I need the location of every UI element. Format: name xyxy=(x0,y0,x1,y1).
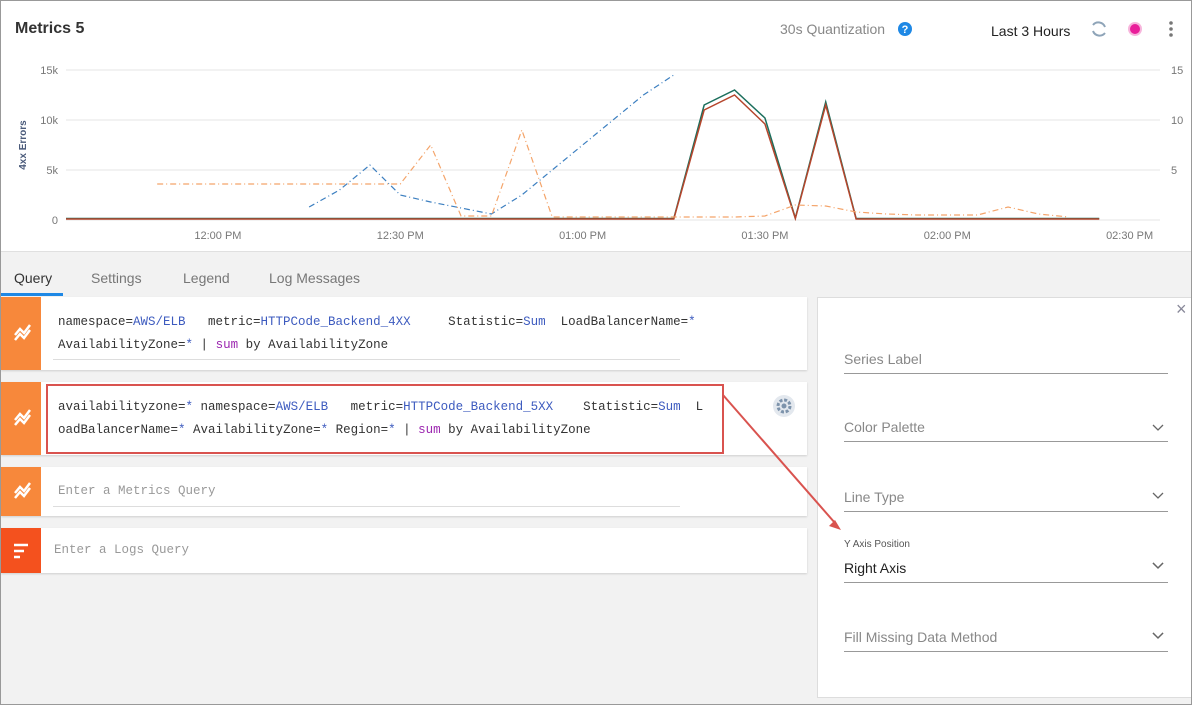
y-tick-label: 15k xyxy=(40,65,58,77)
query-line: AvailabilityZone=* | sum by Availability… xyxy=(58,338,389,352)
tab[interactable]: Query xyxy=(14,270,53,286)
x-tick-label: 02:00 PM xyxy=(924,230,971,242)
y-tick-label: 10k xyxy=(40,115,58,127)
x-tick-label: 01:00 PM xyxy=(559,230,606,242)
close-button[interactable]: × xyxy=(1176,299,1187,319)
tab[interactable]: Legend xyxy=(183,270,230,286)
query-row[interactable]: namespace=AWS/ELB metric=HTTPCode_Backen… xyxy=(1,297,807,370)
highlight-box xyxy=(46,384,724,454)
quantization[interactable]: 30s Quantization xyxy=(780,21,886,37)
live-icon[interactable] xyxy=(1128,22,1142,36)
query-row[interactable]: Enter a Logs Query xyxy=(1,528,807,573)
query-line: namespace=AWS/ELB metric=HTTPCode_Backen… xyxy=(58,315,696,329)
series-line xyxy=(66,89,1100,221)
help-glyph: ? xyxy=(902,24,909,36)
series-line xyxy=(308,74,675,215)
series-settings-panel xyxy=(817,297,1191,698)
x-tick-label: 12:30 PM xyxy=(377,230,424,242)
x-tick-label: 12:00 PM xyxy=(194,230,241,242)
help-icon[interactable] xyxy=(898,22,912,36)
gear-icon[interactable] xyxy=(771,394,797,420)
menu-icon[interactable] xyxy=(1169,21,1173,37)
y-tick-label: 0 xyxy=(52,215,58,227)
color-palette-select[interactable]: Color Palette xyxy=(844,419,1168,442)
query-row[interactable]: availabilityzone=* namespace=AWS/ELB met… xyxy=(1,382,807,455)
y2-tick-label: 5 xyxy=(1171,165,1177,177)
refresh-icon[interactable] xyxy=(1092,21,1106,37)
series-line xyxy=(66,94,1100,222)
chart-panel xyxy=(1,1,1191,252)
underline xyxy=(53,506,680,507)
query-placeholder: Enter a Metrics Query xyxy=(58,484,216,498)
tab-indicator xyxy=(1,293,63,296)
y2-tick-label: 15 xyxy=(1171,65,1183,77)
panel-title: Metrics 5 xyxy=(15,20,85,37)
query-line: availabilityzone=* namespace=AWS/ELB met… xyxy=(58,400,704,414)
overlay xyxy=(722,394,1164,639)
tab[interactable]: Settings xyxy=(91,270,142,286)
time-range[interactable]: Last 3 Hours xyxy=(991,23,1071,39)
series-label-input[interactable]: Series Label xyxy=(844,351,1168,374)
fill-missing-select[interactable]: Fill Missing Data Method xyxy=(844,629,1168,652)
series-line xyxy=(157,128,1069,218)
y-axis-label: 4xx Errors xyxy=(18,120,29,170)
row-icons xyxy=(14,324,31,559)
field-label: Y Axis Position xyxy=(844,539,910,550)
y-tick-label: 5k xyxy=(46,165,58,177)
query-row[interactable]: Enter a Metrics Query xyxy=(1,467,807,516)
tab[interactable]: Log Messages xyxy=(269,270,361,286)
query-line: oadBalancerName=* AvailabilityZone=* Reg… xyxy=(58,423,591,437)
chart: ? 4xx Errors 0 5k 10k 15k 5 10 15 12:00 PM 12:30… xyxy=(18,21,1183,242)
x-tick-label: 01:30 PM xyxy=(741,230,788,242)
y-axis-select[interactable]: Right Axis xyxy=(844,560,1168,583)
underline xyxy=(53,359,680,360)
line-type-select[interactable]: Line Type xyxy=(844,489,1168,512)
y2-tick-label: 10 xyxy=(1171,115,1183,127)
x-tick-label: 02:30 PM xyxy=(1106,230,1153,242)
query-placeholder: Enter a Logs Query xyxy=(54,543,190,557)
